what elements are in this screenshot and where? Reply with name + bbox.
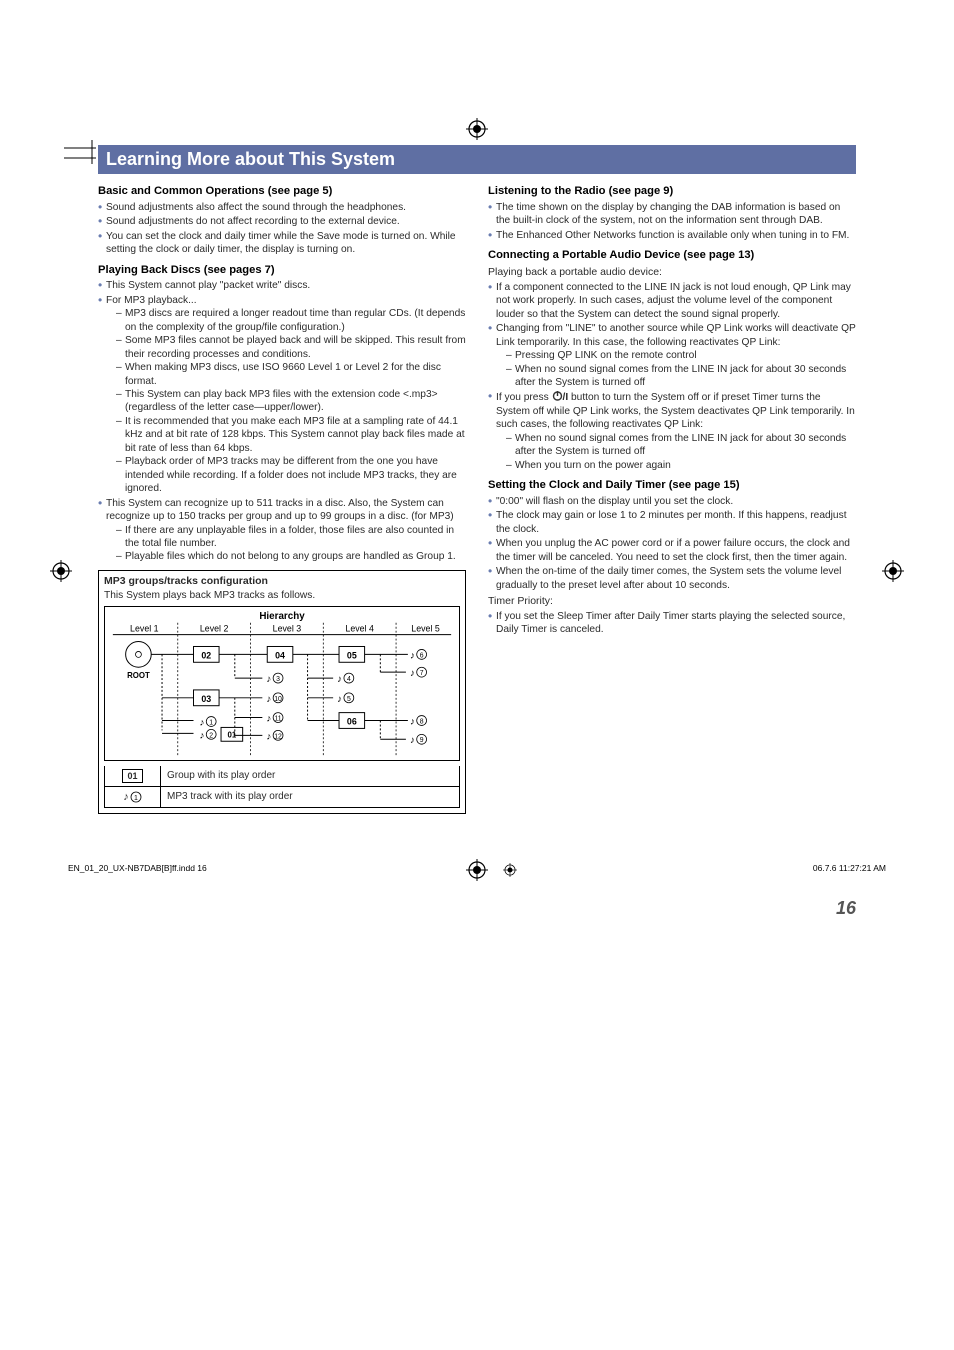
svg-text:Level 5: Level 5	[411, 624, 440, 634]
legend-row-group: 01 Group with its play order	[104, 766, 460, 787]
svg-text:01: 01	[227, 730, 236, 739]
registration-mark-left	[50, 560, 72, 582]
list-item: If a component connected to the LINE IN …	[488, 281, 856, 321]
svg-text:♪: ♪	[410, 735, 415, 746]
list-item: This System cannot play "packet write" d…	[98, 279, 466, 292]
list-item: If you set the Sleep Timer after Daily T…	[488, 610, 856, 637]
list-item: "0:00" will flash on the display until y…	[488, 495, 856, 508]
heading-clock-timer: Setting the Clock and Daily Timer (see p…	[488, 478, 856, 493]
heading-radio: Listening to the Radio (see page 9)	[488, 184, 856, 199]
svg-text:♪: ♪	[266, 731, 271, 742]
svg-text:2: 2	[209, 732, 213, 739]
sub-item: Pressing QP LINK on the remote control	[506, 349, 856, 362]
svg-text:04: 04	[275, 651, 285, 661]
svg-text:♪: ♪	[266, 674, 271, 685]
mp3-config-box: MP3 groups/tracks configuration This Sys…	[98, 570, 466, 814]
list-item: This System can recognize up to 511 trac…	[98, 497, 466, 564]
svg-text:♪: ♪	[410, 651, 415, 662]
list-item: If you press /I button to turn the Syste…	[488, 390, 856, 472]
svg-text:02: 02	[201, 651, 211, 661]
svg-text:Level 1: Level 1	[130, 624, 159, 634]
svg-text:11: 11	[275, 716, 282, 723]
svg-text:12: 12	[274, 733, 282, 740]
svg-text:♪: ♪	[266, 714, 271, 725]
hierarchy-diagram: Hierarchy Level 1 Level 2 Level 3 Level …	[104, 606, 460, 761]
right-column: Listening to the Radio (see page 9) The …	[488, 178, 856, 814]
sub-item: Playback order of MP3 tracks may be diff…	[116, 455, 466, 495]
list-item: Sound adjustments also affect the sound …	[98, 201, 466, 214]
svg-text:♪: ♪	[199, 718, 204, 729]
svg-text:10: 10	[274, 696, 282, 703]
svg-text:5: 5	[347, 696, 351, 703]
svg-text:6: 6	[420, 653, 424, 660]
svg-text:♪: ♪	[337, 694, 342, 705]
svg-text:♪: ♪	[266, 694, 271, 705]
list-item: You can set the clock and daily timer wh…	[98, 230, 466, 257]
footer-registration-icon	[503, 863, 517, 877]
svg-text:03: 03	[201, 694, 211, 704]
subheading: Playing back a portable audio device:	[488, 266, 856, 280]
list-item: Sound adjustments do not affect recordin…	[98, 215, 466, 228]
heading-portable-audio: Connecting a Portable Audio Device (see …	[488, 248, 856, 263]
svg-text:Level 2: Level 2	[200, 624, 229, 634]
svg-text:8: 8	[420, 719, 424, 726]
corner-mark-top-left	[64, 140, 104, 171]
config-title: MP3 groups/tracks configuration	[104, 575, 460, 589]
registration-mark-right	[882, 560, 904, 582]
svg-text:Hierarchy: Hierarchy	[259, 611, 305, 622]
svg-text:1: 1	[134, 795, 138, 802]
svg-text:♪: ♪	[337, 674, 342, 685]
sub-item: MP3 discs are required a longer readout …	[116, 307, 466, 334]
sub-item: When making MP3 discs, use ISO 9660 Leve…	[116, 361, 466, 388]
sub-item: Playable files which do not belong to an…	[116, 550, 466, 563]
svg-text:♪: ♪	[410, 717, 415, 728]
list-item: The Enhanced Other Networks function is …	[488, 229, 856, 242]
svg-text:9: 9	[420, 737, 424, 744]
heading-playing-discs: Playing Back Discs (see pages 7)	[98, 263, 466, 278]
legend-row-track: ♪1 MP3 track with its play order	[104, 787, 460, 809]
svg-text:3: 3	[276, 676, 280, 683]
svg-text:7: 7	[420, 670, 424, 677]
list-item: When you unplug the AC power cord or if …	[488, 537, 856, 564]
sub-item: Some MP3 files cannot be played back and…	[116, 334, 466, 361]
music-note-icon: ♪1	[123, 790, 142, 805]
subheading-timer-priority: Timer Priority:	[488, 595, 856, 609]
list-item: For MP3 playback... MP3 discs are requir…	[98, 294, 466, 496]
left-column: Basic and Common Operations (see page 5)…	[98, 178, 466, 814]
sub-item: When you turn on the power again	[506, 459, 856, 472]
list-item: When the on-time of the daily timer come…	[488, 565, 856, 592]
legend-text: MP3 track with its play order	[161, 787, 459, 808]
footer-timestamp: 06.7.6 11:27:21 AM	[813, 863, 886, 877]
svg-text:♪: ♪	[199, 730, 204, 741]
list-item: The clock may gain or lose 1 to 2 minute…	[488, 509, 856, 536]
list-item: Changing from "LINE" to another source w…	[488, 322, 856, 389]
standby-icon	[552, 390, 563, 401]
svg-text:05: 05	[347, 651, 357, 661]
config-subtitle: This System plays back MP3 tracks as fol…	[104, 589, 460, 602]
list-item: The time shown on the display by changin…	[488, 201, 856, 228]
heading-basic-ops: Basic and Common Operations (see page 5)	[98, 184, 466, 199]
svg-text:♪: ♪	[410, 668, 415, 679]
sub-item: When no sound signal comes from the LINE…	[506, 432, 856, 459]
registration-mark-top	[466, 118, 488, 140]
legend-text: Group with its play order	[161, 766, 459, 786]
sub-item: This System can play back MP3 files with…	[116, 388, 466, 415]
svg-text:ROOT: ROOT	[127, 671, 150, 680]
folder-icon: 01	[122, 769, 142, 783]
sub-item: When no sound signal comes from the LINE…	[506, 363, 856, 390]
section-title: Learning More about This System	[98, 145, 856, 174]
svg-text:1: 1	[209, 720, 213, 727]
sub-item: If there are any unplayable files in a f…	[116, 524, 466, 551]
svg-text:06: 06	[347, 717, 357, 727]
footer: EN_01_20_UX-NB7DAB[B]ff.indd 16 06.7.6 1…	[68, 863, 886, 877]
footer-filename: EN_01_20_UX-NB7DAB[B]ff.indd 16	[68, 863, 207, 877]
sub-item: It is recommended that you make each MP3…	[116, 415, 466, 455]
svg-text:Level 3: Level 3	[273, 624, 302, 634]
page-number: 16	[0, 898, 954, 919]
svg-text:4: 4	[347, 676, 351, 683]
svg-text:Level 4: Level 4	[345, 624, 374, 634]
